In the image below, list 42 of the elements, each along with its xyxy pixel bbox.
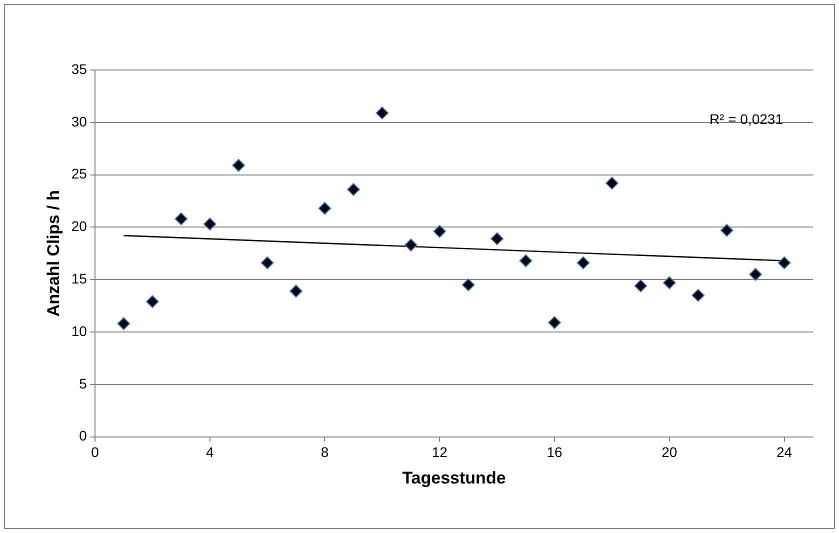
- x-tick-label: 8: [320, 444, 329, 460]
- point: [346, 182, 360, 196]
- point: [548, 316, 562, 330]
- point: [462, 278, 475, 292]
- point: [720, 224, 734, 237]
- point: [433, 224, 446, 238]
- y-axis-title: Anzahl Clips / h: [44, 190, 63, 317]
- point: [662, 276, 676, 290]
- x-tick-label: 20: [662, 444, 678, 460]
- point: [174, 212, 188, 226]
- x-axis-title: Tagesstunde: [402, 468, 506, 488]
- point: [404, 238, 418, 252]
- x-tick-label: 12: [432, 444, 448, 460]
- x-tick-label: 0: [91, 444, 100, 460]
- point: [146, 295, 159, 308]
- point: [576, 256, 590, 270]
- y-tick-label: 5: [79, 375, 88, 392]
- y-tick-label: 20: [71, 218, 88, 234]
- point: [260, 256, 274, 270]
- x-tick-label: 4: [206, 444, 214, 460]
- point: [605, 176, 618, 190]
- x-tick-label: 24: [776, 444, 792, 460]
- x-tick-label: 16: [546, 444, 563, 460]
- point: [692, 288, 705, 302]
- point: [749, 268, 762, 281]
- point: [778, 256, 791, 270]
- point: [490, 232, 504, 246]
- point: [290, 284, 303, 298]
- y-tick-label: 15: [71, 270, 88, 286]
- point: [232, 158, 246, 172]
- y-tick-label: 25: [71, 166, 88, 182]
- point: [634, 279, 648, 292]
- y-tick-label: 30: [71, 113, 88, 130]
- annotation: R² = 0,0231: [709, 110, 784, 127]
- point: [203, 218, 216, 231]
- point: [117, 317, 130, 330]
- y-tick-label: 35: [71, 60, 88, 77]
- y-tick-label: 0: [79, 428, 88, 444]
- point: [318, 202, 332, 215]
- point: [376, 106, 389, 120]
- y-tick-label: 10: [71, 322, 88, 339]
- point: [519, 254, 532, 268]
